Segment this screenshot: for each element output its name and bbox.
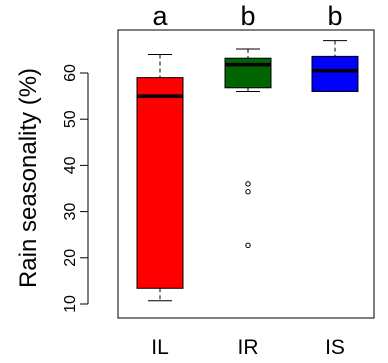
y-tick-label: 30 [62,203,79,221]
y-tick-label: 40 [62,156,79,174]
y-tick-label: 60 [62,64,79,82]
y-tick-label: 50 [62,110,79,128]
plot-frame [117,29,375,319]
box-iqr [311,55,359,92]
group-letter: b [327,1,342,31]
y-axis: 10 20 30 40 50 60 [62,64,88,313]
x-tick-label: IL [151,336,169,359]
box-IR [224,48,272,249]
y-tick-label: 10 [62,295,79,313]
x-tick-label: IR [238,336,259,359]
y-axis-label: Rain seasonality (%) [15,68,42,288]
box-IL [136,54,184,302]
x-axis-labels: IL IR IS [151,336,345,359]
outlier-point [245,189,251,195]
y-tick-label: 20 [62,249,79,267]
outlier-point [245,181,251,187]
group-letter: b [240,1,255,31]
boxes [136,40,359,302]
box-iqr [136,77,184,289]
x-tick-label: IS [325,336,345,359]
outlier-point [245,242,251,249]
box-iqr [224,57,272,89]
group-letter: a [152,1,168,31]
box-IS [311,40,359,92]
